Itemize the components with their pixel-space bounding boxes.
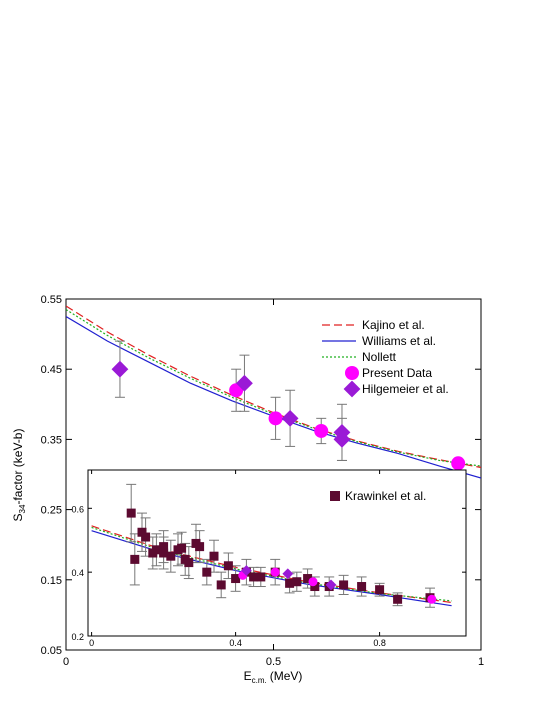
curve bbox=[91, 526, 452, 602]
x-tick-label: 0 bbox=[63, 656, 69, 668]
marker bbox=[451, 456, 466, 471]
marker bbox=[141, 532, 151, 542]
marker bbox=[285, 578, 295, 588]
marker bbox=[241, 565, 252, 576]
marker bbox=[427, 594, 437, 604]
marker bbox=[159, 548, 169, 558]
marker bbox=[333, 423, 351, 441]
marker bbox=[375, 585, 385, 595]
legend-label: Kajino et al. bbox=[362, 318, 425, 332]
y-tick-label: 0.15 bbox=[41, 575, 62, 587]
marker bbox=[166, 551, 176, 561]
x-axis-label: Ec.m. (MeV) bbox=[244, 669, 303, 685]
marker bbox=[281, 409, 299, 427]
y-tick-label: 0.55 bbox=[41, 294, 62, 306]
marker bbox=[202, 567, 212, 577]
x-tick-label: 1 bbox=[478, 656, 484, 668]
marker bbox=[282, 568, 294, 580]
marker bbox=[314, 423, 329, 438]
marker bbox=[137, 527, 147, 537]
legend-label: Hilgemeier et al. bbox=[362, 382, 449, 396]
marker bbox=[310, 582, 320, 592]
x-tick-label: 0 bbox=[89, 638, 94, 648]
legend-label: Nollett bbox=[362, 350, 397, 364]
marker bbox=[184, 558, 194, 568]
marker bbox=[151, 545, 161, 555]
marker bbox=[256, 572, 266, 582]
marker bbox=[339, 580, 349, 590]
legend-label: Williams et al. bbox=[362, 334, 436, 348]
marker bbox=[268, 411, 283, 426]
y-tick-label: 0.2 bbox=[71, 632, 84, 642]
marker bbox=[325, 579, 337, 591]
y-tick-label: 0.05 bbox=[41, 645, 62, 657]
marker bbox=[308, 577, 318, 587]
marker bbox=[130, 554, 140, 564]
y-tick-label: 0.35 bbox=[41, 434, 62, 446]
marker bbox=[111, 360, 129, 378]
plot-area bbox=[66, 305, 481, 479]
x-tick-label: 0.5 bbox=[266, 656, 281, 668]
marker bbox=[159, 542, 169, 552]
legend-marker bbox=[343, 380, 361, 398]
x-tick-label: 0.4 bbox=[229, 638, 242, 648]
marker bbox=[126, 508, 136, 518]
marker bbox=[223, 561, 233, 571]
marker bbox=[195, 542, 205, 552]
legend-label: Krawinkel et al. bbox=[345, 489, 426, 503]
y-axis-label: S34-factor (keV-b) bbox=[11, 429, 27, 522]
plot-area bbox=[91, 483, 452, 608]
marker bbox=[177, 543, 187, 553]
legend-marker bbox=[330, 491, 340, 501]
marker bbox=[216, 580, 226, 590]
marker bbox=[249, 572, 259, 582]
y-tick-label: 0.4 bbox=[71, 568, 84, 578]
y-tick-label: 0.25 bbox=[41, 505, 62, 517]
marker bbox=[236, 374, 253, 392]
x-tick-label: 0.8 bbox=[373, 638, 386, 648]
marker bbox=[209, 551, 219, 561]
marker bbox=[303, 574, 313, 584]
legend-label: Present Data bbox=[362, 366, 432, 380]
legend-marker bbox=[345, 366, 359, 380]
marker bbox=[393, 594, 403, 604]
marker bbox=[357, 582, 367, 592]
marker bbox=[292, 577, 302, 587]
marker bbox=[270, 567, 280, 577]
marker bbox=[231, 574, 241, 584]
y-tick-label: 0.45 bbox=[41, 364, 62, 376]
y-tick-label: 0.6 bbox=[71, 504, 84, 514]
